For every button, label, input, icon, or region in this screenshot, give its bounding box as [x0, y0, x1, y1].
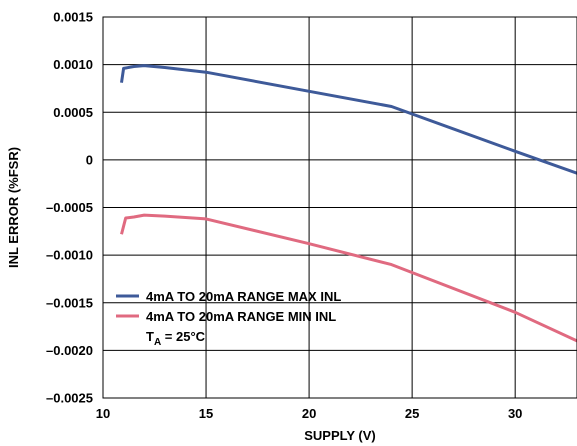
- y-tick-label: –0.0005: [46, 200, 93, 215]
- plot-frame: [102, 16, 577, 399]
- grid: [102, 16, 577, 399]
- y-axis-label: INL ERROR (%FSR): [6, 147, 21, 268]
- x-tick-label: 25: [405, 406, 419, 421]
- legend-label: 4mA TO 20mA RANGE MIN INL: [146, 309, 336, 324]
- series-layer: [120, 64, 577, 343]
- y-tick-label: 0.0015: [53, 10, 93, 25]
- y-tick-label: –0.0025: [46, 391, 93, 406]
- y-tick-label: 0.0010: [53, 57, 93, 72]
- temperature-annotation: TA = 25°C: [146, 329, 206, 348]
- legend: 4mA TO 20mA RANGE MAX INL 4mA TO 20mA RAN…: [116, 289, 341, 348]
- series-line-max-inl: [120, 64, 577, 175]
- x-tick-label: 15: [199, 406, 213, 421]
- series-line-min-inl: [120, 213, 577, 343]
- y-tick-label: –0.0015: [46, 295, 93, 310]
- x-tick-label: 10: [96, 406, 110, 421]
- y-tick-label: –0.0010: [46, 248, 93, 263]
- y-tick-labels: 0.0015 0.0010 0.0005 0 –0.0005 –0.0010 –0.0015…: [46, 10, 93, 406]
- x-tick-label: 20: [302, 406, 316, 421]
- legend-label: 4mA TO 20mA RANGE MAX INL: [146, 289, 341, 304]
- x-tick-label: 30: [508, 406, 522, 421]
- y-tick-label: –0.0020: [46, 343, 93, 358]
- x-tick-labels: 10 15 20 25 30: [96, 406, 523, 421]
- y-tick-label: 0: [86, 152, 93, 167]
- x-axis-label: SUPPLY (V): [304, 428, 376, 443]
- y-tick-label: 0.0005: [53, 105, 93, 120]
